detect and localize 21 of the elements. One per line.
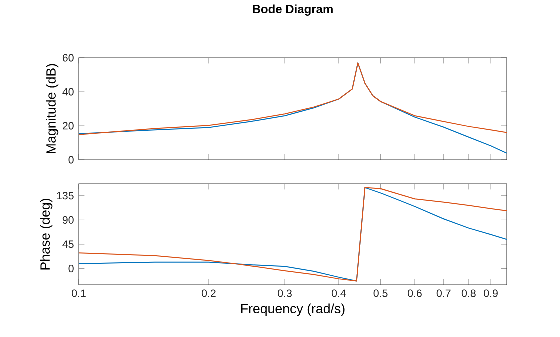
x-axis-title: Frequency (rad/s): [241, 304, 345, 316]
y-tick-label: 135: [57, 192, 74, 200]
x-tick-label: 0.7: [436, 290, 451, 298]
y-tick-label: 90: [62, 216, 74, 224]
y-tick-label: 60: [62, 54, 74, 62]
y-tick-label: 0: [68, 265, 74, 273]
y-tick-label: 45: [62, 240, 74, 248]
y-tick-label: 40: [62, 88, 74, 96]
y-axis-title: Magnitude (dB): [46, 64, 59, 154]
x-tick-label: 0.6: [408, 290, 422, 298]
x-tick-label: 0.4: [332, 290, 346, 298]
chart-title: Bode Diagram: [253, 4, 333, 16]
y-axis-title: Phase (deg): [40, 199, 53, 270]
x-tick-label: 0.3: [278, 290, 292, 298]
x-tick-label: 0.5: [374, 290, 388, 298]
x-tick-label: 0.1: [72, 290, 86, 298]
x-tick-label: 0.9: [484, 290, 498, 298]
x-tick-label: 0.8: [462, 290, 476, 298]
y-tick-label: 20: [62, 122, 74, 130]
y-tick-label: 0: [68, 156, 74, 164]
x-tick-label: 0.2: [202, 290, 216, 298]
